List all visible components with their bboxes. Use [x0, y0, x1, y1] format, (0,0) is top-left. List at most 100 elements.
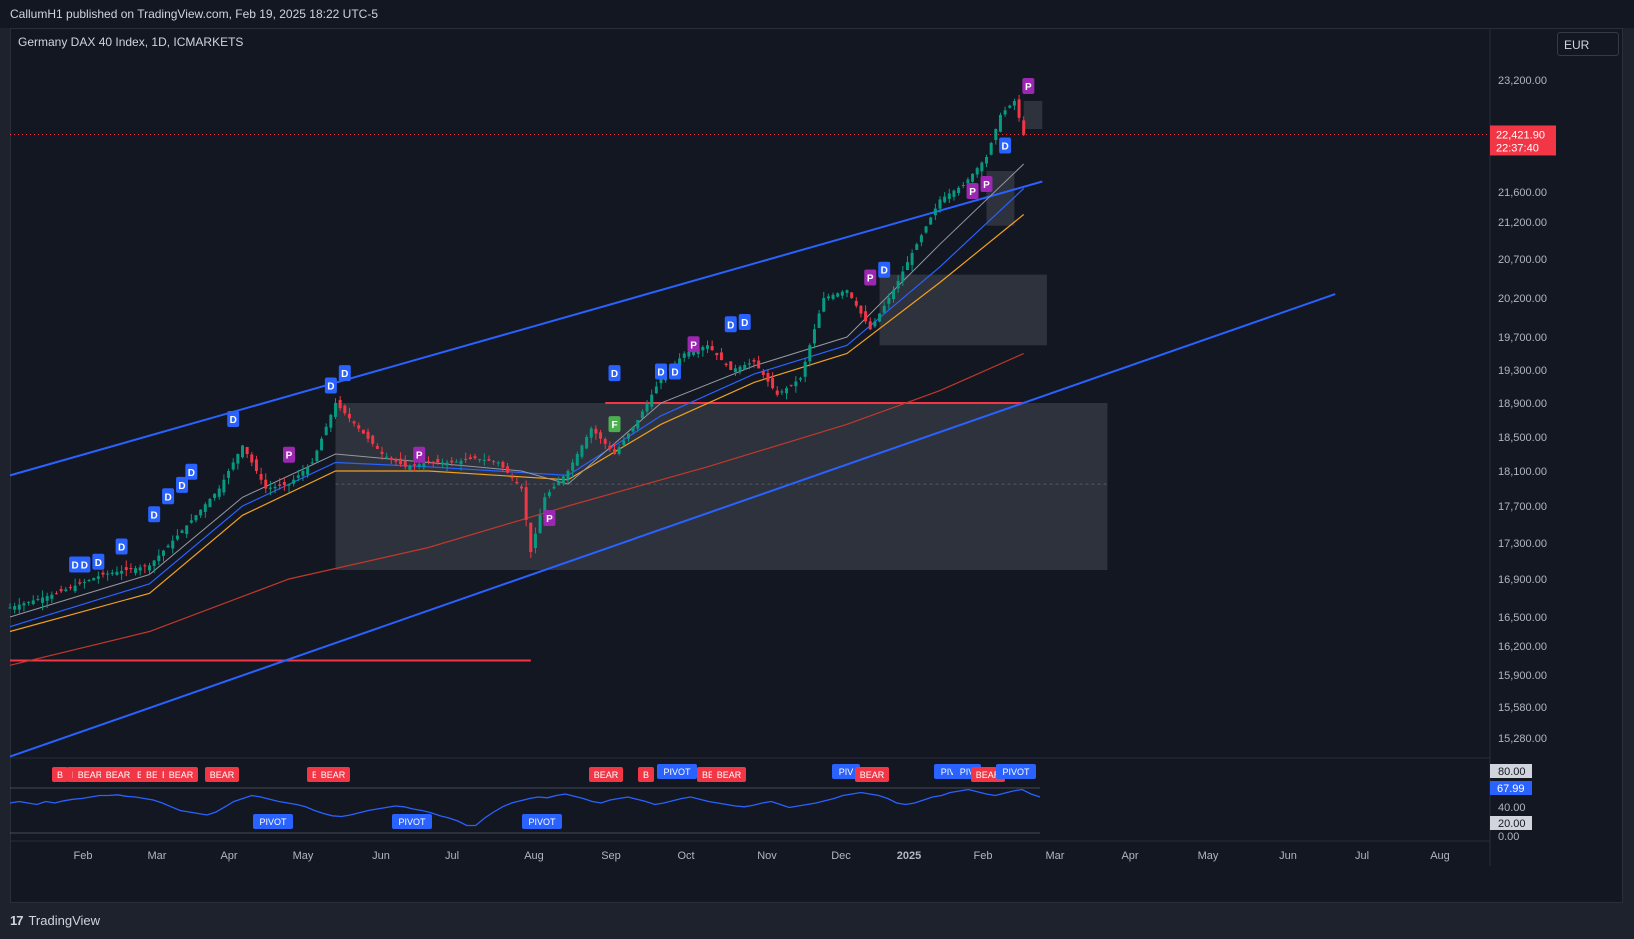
- signal-label: P: [1025, 82, 1032, 93]
- osc-level-label: 40.00: [1498, 802, 1526, 814]
- candle-body: [231, 462, 235, 470]
- osc-tag-label: BEAR: [210, 770, 235, 780]
- candle-body: [315, 450, 319, 462]
- candle-body: [905, 262, 909, 271]
- osc-tag: [205, 767, 239, 782]
- candle-body: [352, 421, 356, 424]
- candle-body: [561, 476, 565, 484]
- candle-body: [947, 193, 951, 199]
- osc-tag: [638, 767, 654, 782]
- signal-marker-p: [980, 176, 993, 192]
- candle-body: [101, 572, 105, 575]
- candle-body: [515, 481, 519, 484]
- candle-body: [78, 582, 82, 584]
- osc-level-badge: [1490, 764, 1532, 778]
- candle-body: [692, 350, 696, 355]
- osc-tag-label: PIVOT: [663, 767, 691, 777]
- candle-body: [566, 471, 570, 480]
- candle-body: [241, 445, 244, 458]
- candle-body: [868, 321, 872, 330]
- candle-body: [994, 129, 998, 141]
- footer: [0, 903, 1634, 939]
- candle-body: [845, 290, 849, 293]
- candle-body: [552, 486, 556, 489]
- candle-body: [13, 606, 17, 610]
- candle-body: [650, 394, 654, 407]
- candle-body: [864, 311, 868, 322]
- time-tick-label: Jun: [372, 850, 390, 862]
- candle-body: [943, 196, 947, 203]
- candle-body: [1017, 99, 1021, 118]
- candle-body: [347, 413, 351, 419]
- candle-body: [273, 486, 277, 489]
- time-tick-label: Dec: [831, 850, 851, 862]
- osc-tag: [657, 764, 697, 779]
- candle-body: [785, 388, 789, 394]
- candle-body: [571, 462, 575, 471]
- symbol-title[interactable]: Germany DAX 40 Index, 1D, ICMARKETS: [18, 35, 244, 49]
- price-tick-label: 17,300.00: [1498, 538, 1547, 550]
- candle-body: [236, 454, 240, 464]
- candle-body: [320, 438, 324, 451]
- candle-body: [892, 290, 895, 300]
- time-tick-label: Feb: [974, 850, 993, 862]
- supply-demand-zone: [1023, 101, 1043, 129]
- chart-frame[interactable]: [10, 28, 1623, 903]
- bar-countdown: 22:37:40: [1496, 142, 1539, 154]
- candle-body: [817, 313, 821, 328]
- time-tick-label: Apr: [1121, 850, 1138, 862]
- candle-body: [124, 567, 128, 570]
- candle-body: [989, 143, 993, 155]
- candle-body: [710, 346, 714, 351]
- candle-body: [138, 567, 142, 571]
- candle-body: [473, 456, 477, 459]
- candle-body: [375, 445, 379, 449]
- signal-marker-p: [283, 446, 295, 463]
- price-tick-label: 20,200.00: [1498, 293, 1547, 305]
- signal-label: P: [969, 187, 976, 198]
- signal-marker-d: [338, 365, 351, 382]
- candle-body: [547, 492, 551, 497]
- candle-body: [268, 487, 272, 489]
- candle-body: [924, 226, 928, 233]
- price-tick-label: 17,700.00: [1498, 501, 1547, 513]
- signal-marker-p: [687, 336, 700, 353]
- osc-tag-label: BE: [702, 770, 714, 780]
- currency-selector[interactable]: EUR: [1557, 32, 1619, 56]
- candle-body: [878, 313, 882, 322]
- price-tick-label: 16,900.00: [1498, 574, 1547, 586]
- tradingview-logo[interactable]: 17 TradingView: [10, 913, 100, 928]
- ema-fast-line: [9, 163, 1025, 618]
- signal-label: D: [178, 481, 185, 492]
- candle-body: [50, 594, 54, 599]
- osc-tag-label: B: [643, 770, 649, 780]
- candle-body: [580, 445, 584, 457]
- signal-marker-d: [724, 316, 737, 333]
- candle-body: [980, 162, 984, 172]
- signal-label: D: [341, 369, 348, 380]
- candle-body: [771, 378, 775, 389]
- publish-bar: CallumH1 published on TradingView.com, F…: [0, 0, 1634, 28]
- osc-tag-label: PIV: [960, 767, 975, 777]
- last-price-value: 22,421.90: [1496, 129, 1545, 141]
- candle-body: [180, 530, 184, 533]
- osc-tag: [52, 767, 68, 782]
- sma-200-line: [9, 352, 1024, 666]
- candle-body: [36, 598, 40, 600]
- candle-body: [413, 464, 417, 466]
- osc-tag: [522, 814, 562, 829]
- osc-current-value: 67.99: [1497, 783, 1525, 795]
- candle-body: [329, 414, 333, 428]
- time-tick-label: Jun: [1279, 850, 1297, 862]
- osc-tag-label: PIVOT: [398, 817, 426, 827]
- candle-body: [338, 399, 342, 409]
- signal-marker-d: [668, 363, 681, 380]
- osc-tag-label: PIV: [941, 767, 956, 777]
- candle-body: [296, 475, 300, 478]
- price-tick-label: 15,580.00: [1498, 702, 1547, 714]
- osc-tag-label: PIVOT: [1002, 767, 1030, 777]
- candle-body: [64, 589, 68, 591]
- osc-level-label: 20.00: [1498, 818, 1526, 830]
- osc-tag-label: PIVOT: [259, 817, 287, 827]
